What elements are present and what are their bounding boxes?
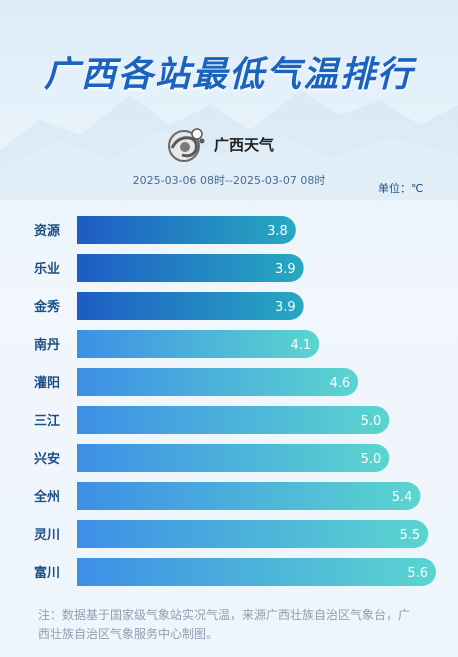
bar xyxy=(77,330,320,358)
category-label: 全州 xyxy=(33,489,60,505)
value-label: 3.8 xyxy=(267,224,288,239)
mountain-background xyxy=(0,90,458,200)
value-label: 5.0 xyxy=(361,452,382,467)
value-label: 5.6 xyxy=(407,566,428,581)
value-label: 3.9 xyxy=(275,262,296,277)
bar xyxy=(77,216,296,244)
category-label: 富川 xyxy=(34,565,60,581)
bar xyxy=(77,558,436,586)
bar xyxy=(77,520,429,548)
brand-logo: 广西天气 xyxy=(164,124,274,164)
page-title: 广西各站最低气温排行 xyxy=(43,55,414,95)
bar xyxy=(77,292,304,320)
value-label: 5.4 xyxy=(392,490,413,505)
unit-label: 单位：℃ xyxy=(378,182,424,195)
weather-logo-icon xyxy=(168,128,205,162)
bar xyxy=(77,482,421,510)
value-label: 5.5 xyxy=(400,528,421,543)
category-label: 灌阳 xyxy=(34,375,60,391)
bar xyxy=(77,406,390,434)
value-label: 4.6 xyxy=(329,376,350,391)
category-label: 金秀 xyxy=(33,299,61,315)
category-label: 南丹 xyxy=(34,337,60,353)
value-label: 4.1 xyxy=(291,338,312,353)
value-label: 5.0 xyxy=(361,414,382,429)
category-label: 灵川 xyxy=(34,528,60,543)
bar xyxy=(77,254,304,282)
category-label: 乐业 xyxy=(34,261,60,277)
bar xyxy=(77,444,390,472)
temperature-bar-chart: 资源 3.8 乐业 3.9 金秀 3.9 南丹 4.1 灌阳 4.6 三江 5.0 兴安 5.0 全州 5.4… xyxy=(33,216,436,586)
logo-text: 广西天气 xyxy=(214,135,275,154)
time-period: 2025-03-06 08时--2025-03-07 08时 xyxy=(132,174,326,187)
footnote: 注：数据基于国家级气象站实况气温，来源广西壮族自治区气象台，广西壮族自治区气象服… xyxy=(38,608,411,641)
value-label: 3.9 xyxy=(275,300,296,315)
category-label: 三江 xyxy=(34,413,60,429)
category-label: 兴安 xyxy=(34,451,60,467)
category-label: 资源 xyxy=(34,223,60,239)
bar xyxy=(77,368,359,396)
